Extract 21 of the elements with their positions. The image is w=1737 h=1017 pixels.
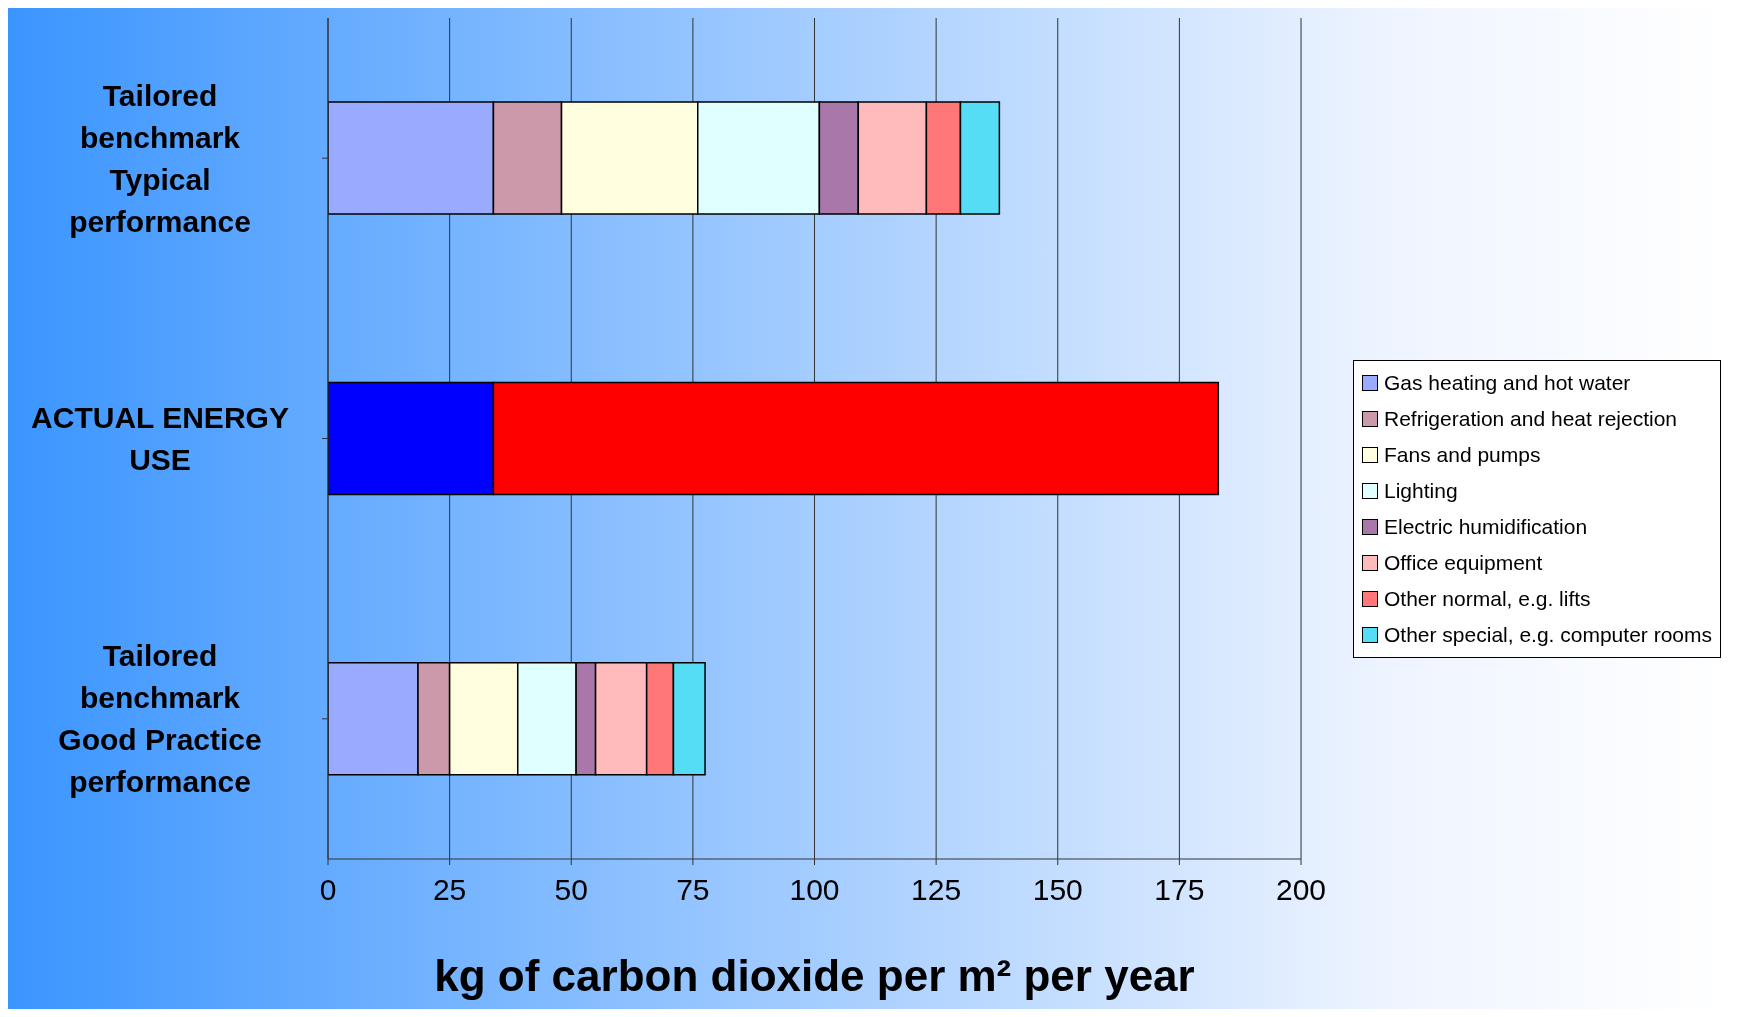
y-tick-label: Tailored benchmark Good Practice performance — [58, 639, 262, 799]
x-tick-label: 50 — [554, 873, 588, 907]
legend-label: Office equipment — [1384, 550, 1543, 575]
legend-label: Electric humidification — [1384, 514, 1588, 539]
x-axis-title: kg of carbon dioxide per m² per year — [434, 951, 1195, 1000]
x-tick-label: 125 — [911, 873, 962, 907]
y-tick-label: ACTUAL ENERGY USE — [31, 401, 289, 476]
legend-label: Fans and pumps — [1384, 442, 1541, 467]
x-tick-label: 200 — [1275, 873, 1327, 907]
legend-label: Refrigeration and heat rejection — [1384, 406, 1678, 431]
legend-label: Other normal, e.g. lifts — [1384, 586, 1591, 611]
y-tick-label: Tailored benchmark Typical performance — [69, 78, 251, 238]
x-tick-label: 150 — [1032, 873, 1083, 907]
x-tick-label: 100 — [789, 873, 840, 907]
legend-label: Lighting — [1384, 478, 1458, 503]
legend-label: Gas heating and hot water — [1384, 370, 1631, 395]
x-tick-label: 75 — [676, 873, 710, 907]
legend-label: Other special, e.g. computer rooms — [1384, 622, 1712, 647]
x-tick-label: 0 — [319, 873, 337, 907]
x-tick-label: 175 — [1154, 873, 1205, 907]
x-tick-label: 25 — [432, 873, 467, 907]
